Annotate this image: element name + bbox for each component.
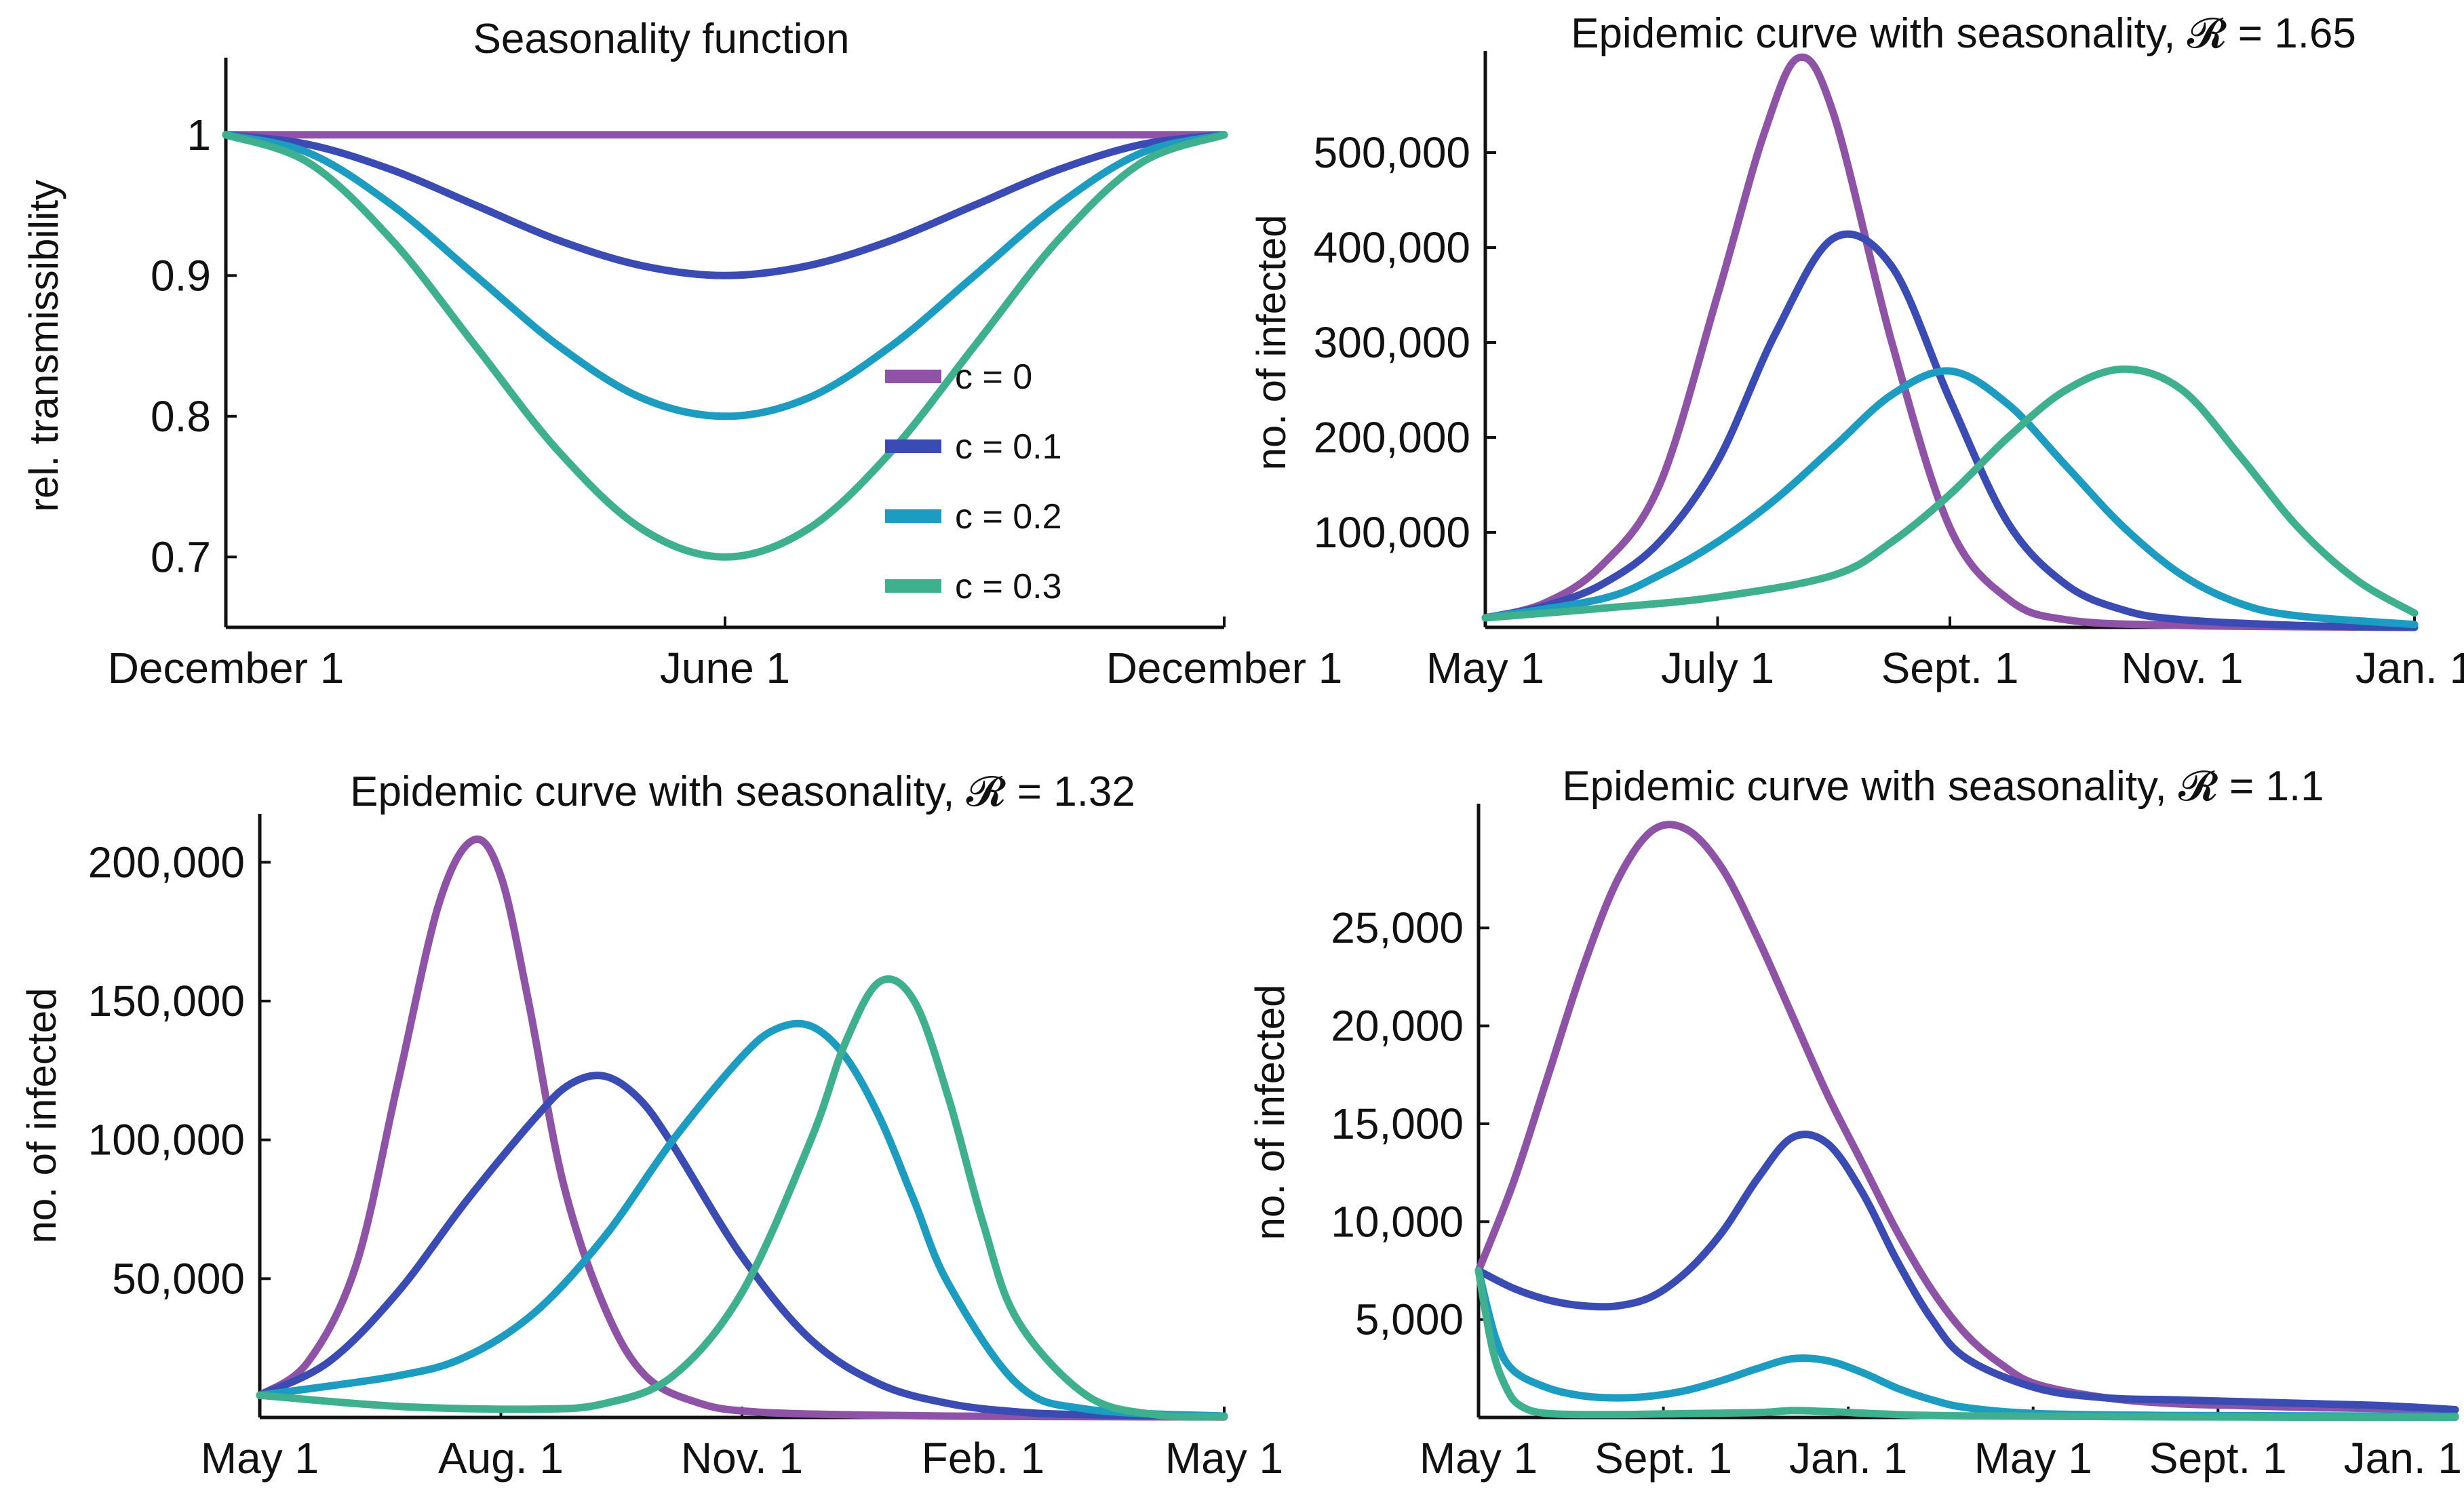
legend-label: c = 0.2	[955, 497, 1062, 536]
y-tick-label: 200,000	[88, 838, 245, 886]
y-tick-label: 5,000	[1355, 1295, 1464, 1344]
series-line-c-0-2	[1474, 1267, 2459, 1420]
x-tick-label: Sept. 1	[1881, 644, 2019, 692]
y-axis-label: no. of infected	[1249, 215, 1294, 471]
series-line-c-0-3	[1474, 1267, 2459, 1422]
x-tick-label: Sept. 1	[1595, 1434, 1732, 1483]
chart-title: Epidemic curve with seasonality, 𝓡 = 1.6…	[1571, 10, 2356, 57]
y-tick-label: 1	[187, 111, 211, 159]
panel-seasonality: Seasonality function rel. transmissibilit…	[21, 16, 1342, 692]
series-line-c-0-3	[256, 975, 1228, 1421]
y-tick-label: 0.7	[151, 532, 211, 581]
chart-title: Epidemic curve with seasonality, 𝓡 = 1.1	[1562, 763, 2324, 810]
y-axis-label: no. of infected	[1247, 985, 1293, 1240]
x-tick-label: Feb. 1	[922, 1434, 1044, 1483]
x-tick-label: May 1	[1165, 1434, 1283, 1483]
legend-label: c = 0.3	[955, 567, 1062, 606]
legend-label: c = 0.1	[955, 427, 1062, 467]
x-tick-label: Nov. 1	[2121, 644, 2243, 692]
y-tick-label: 0.9	[151, 251, 211, 300]
y-tick-label: 100,000	[1314, 508, 1470, 557]
x-tick-label: December 1	[108, 644, 345, 692]
legend: c = 0 c = 0.1 c = 0.2 c = 0.3	[885, 357, 1062, 606]
y-tick-label: 20,000	[1331, 1002, 1464, 1051]
panel-epidemic-r165: Epidemic curve with seasonality, 𝓡 = 1.6…	[1249, 10, 2464, 692]
y-tick-label: 50,000	[112, 1254, 245, 1303]
x-tick-label: May 1	[1426, 644, 1544, 692]
series-line-c-0	[256, 835, 1228, 1421]
series-line-c-0-3	[1481, 365, 2419, 622]
x-tick-label: Aug. 1	[438, 1434, 564, 1483]
series-line-c-0	[1474, 821, 2459, 1413]
x-tick-label: May 1	[201, 1434, 319, 1483]
y-tick-label: 150,000	[88, 977, 245, 1025]
x-tick-label: Nov. 1	[681, 1434, 803, 1483]
x-tick-label: May 1	[1974, 1434, 2092, 1483]
series-line-c-0	[1481, 53, 2419, 631]
y-tick-label: 100,000	[88, 1116, 245, 1164]
x-tick-label: June 1	[660, 644, 790, 692]
y-tick-label: 15,000	[1331, 1099, 1464, 1148]
x-tick-label: July 1	[1661, 644, 1774, 692]
series-line-c-0-1	[222, 131, 1228, 279]
y-tick-label: 500,000	[1314, 128, 1470, 177]
y-tick-label: 10,000	[1331, 1197, 1464, 1246]
series-line-c-0-2	[1481, 367, 2419, 629]
series-line-c-0-3	[222, 131, 1228, 561]
series-line-c-0-2	[222, 131, 1228, 420]
y-axis-label: no. of infected	[19, 988, 64, 1244]
y-axis-label: rel. transmissibility	[21, 180, 66, 512]
series-line-c-0-1	[1481, 230, 2419, 631]
panel-epidemic-r11: Epidemic curve with seasonality, 𝓡 = 1.1…	[1247, 763, 2462, 1483]
y-tick-label: 200,000	[1314, 413, 1470, 462]
series-line-c-0-1	[1474, 1131, 2459, 1413]
legend-label: c = 0	[955, 357, 1032, 397]
x-tick-label: Jan. 1	[1789, 1434, 1907, 1483]
x-tick-label: Sept. 1	[2149, 1434, 2287, 1483]
x-tick-label: Jan. 1	[2344, 1434, 2462, 1483]
y-tick-label: 400,000	[1314, 223, 1470, 272]
x-tick-label: December 1	[1106, 644, 1343, 692]
panel-epidemic-r132: Epidemic curve with seasonality, 𝓡 = 1.3…	[19, 768, 1283, 1483]
x-tick-label: May 1	[1420, 1434, 1538, 1483]
x-tick-label: Jan. 1	[2355, 644, 2464, 692]
chart-title: Seasonality function	[473, 16, 850, 62]
series-line-c-0-1	[256, 1072, 1228, 1420]
y-tick-label: 25,000	[1331, 903, 1464, 952]
chart-title: Epidemic curve with seasonality, 𝓡 = 1.3…	[350, 768, 1135, 815]
y-tick-label: 0.8	[151, 392, 211, 441]
series-line-c-0-2	[256, 1019, 1228, 1420]
y-tick-label: 300,000	[1314, 318, 1470, 367]
